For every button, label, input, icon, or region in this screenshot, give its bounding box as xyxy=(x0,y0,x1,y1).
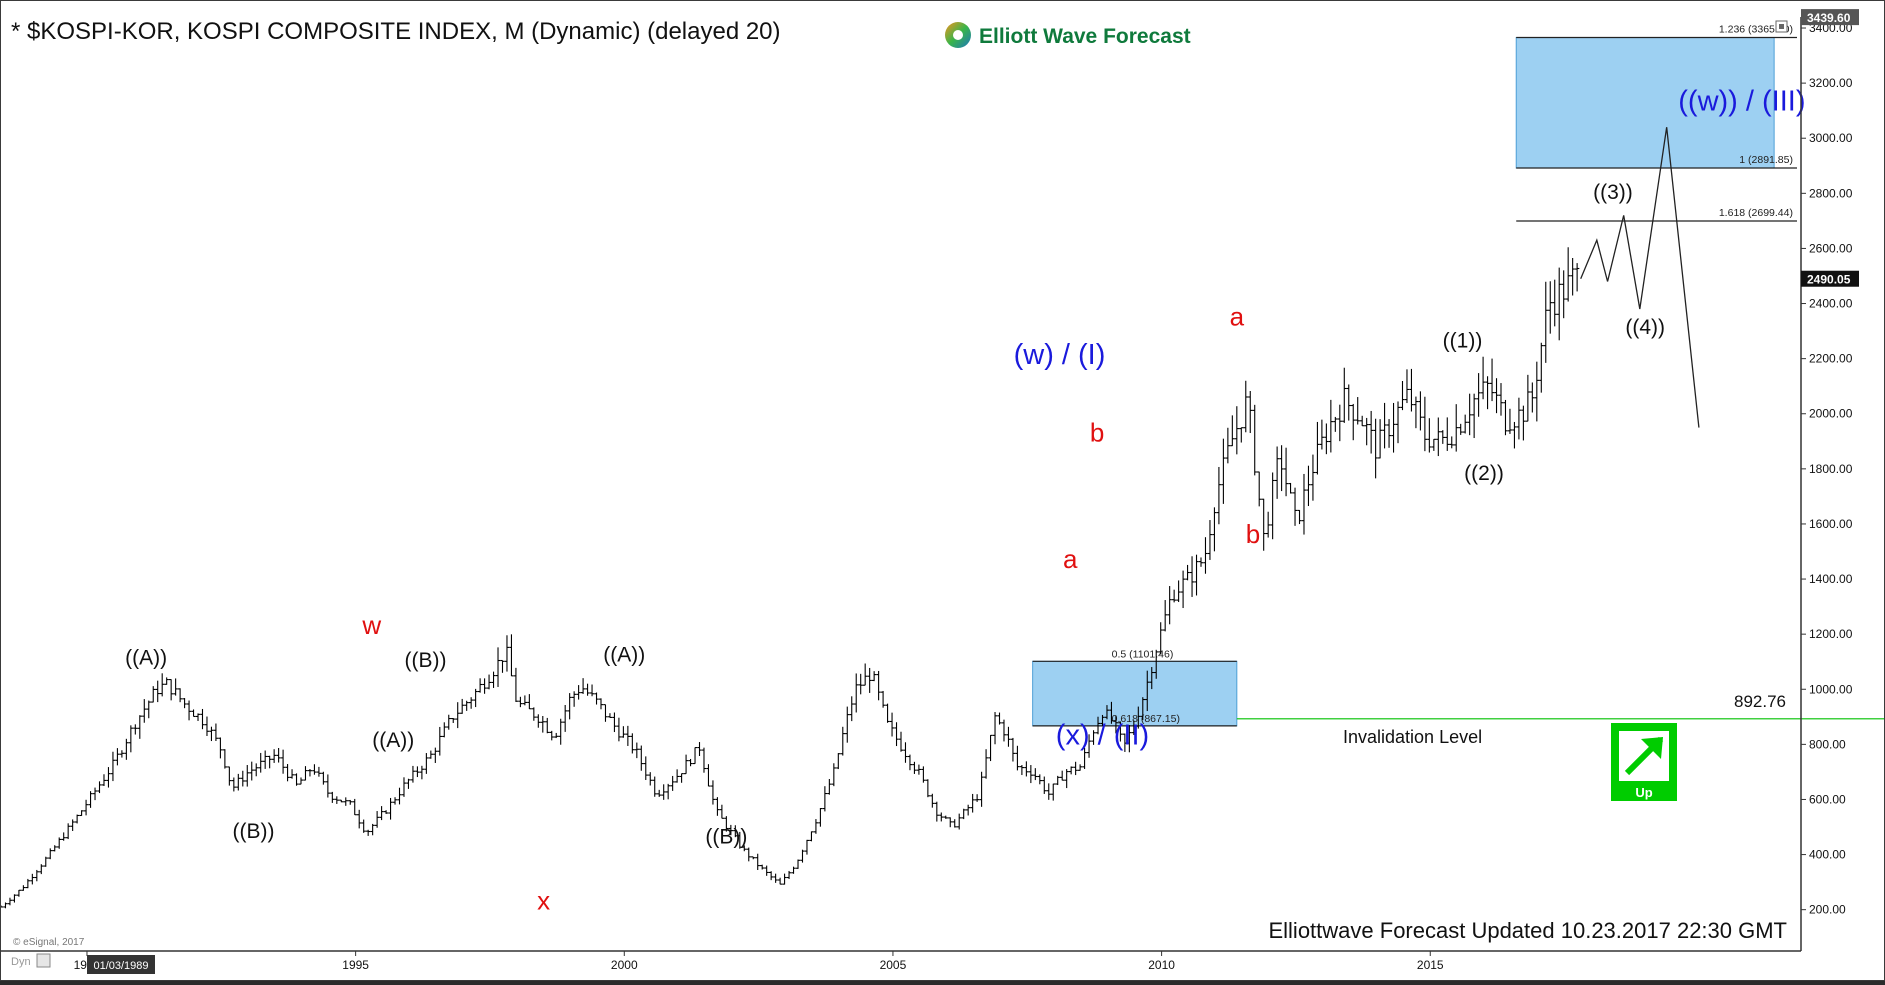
y-tick-label: 2200.00 xyxy=(1809,352,1853,366)
up-badge: Up xyxy=(1611,723,1677,801)
brand-name: Elliott Wave Forecast xyxy=(979,25,1191,48)
y-tick-label: 1000.00 xyxy=(1809,682,1853,696)
date-cursor: 01/03/1989 xyxy=(87,955,155,974)
y-tick-label: 3000.00 xyxy=(1809,131,1853,145)
wave-label: a xyxy=(1063,544,1078,574)
invalidation-label: Invalidation Level xyxy=(1343,727,1482,747)
x-tick-label: 2015 xyxy=(1417,958,1444,972)
window-controls[interactable] xyxy=(1775,20,1788,33)
wave-labels: ((A)) ((B)) w ((B)) ((A)) x ((A)) ((B)) (w) / (I… xyxy=(125,86,1805,916)
wave-label: x xyxy=(537,886,550,916)
invalidation-value: 892.76 xyxy=(1734,692,1786,711)
chart-title: * $KOSPI-KOR, KOSPI COMPOSITE INDEX, M (… xyxy=(11,18,781,45)
x-tick-label: 2000 xyxy=(611,958,638,972)
wave-label: ((1)) xyxy=(1443,330,1483,353)
wave-label: ((w)) / (III) xyxy=(1678,86,1805,118)
dyn-toggle[interactable] xyxy=(36,953,51,968)
fib-label: 1.618 (2699.44) xyxy=(1719,207,1793,219)
fib-label: 0.618 (867.15) xyxy=(1112,713,1180,725)
y-tick-label: 400.00 xyxy=(1809,848,1846,862)
wave-label: (x) / (II) xyxy=(1056,719,1149,751)
y-tick-label: 600.00 xyxy=(1809,792,1846,806)
wave-label: ((A)) xyxy=(125,646,167,669)
wave-label: (w) / (I) xyxy=(1014,339,1106,371)
x-tick-label: 1995 xyxy=(342,958,369,972)
wave-label: ((B)) xyxy=(705,826,747,849)
up-arrow-head-icon xyxy=(1641,737,1663,759)
y-tick-label: 3200.00 xyxy=(1809,76,1853,90)
wave-label: ((4)) xyxy=(1625,316,1665,339)
wave-label: b xyxy=(1246,519,1260,549)
x-tick-label: 2005 xyxy=(880,958,907,972)
wave-label: ((A)) xyxy=(372,729,414,752)
update-stamp: Elliottwave Forecast Updated 10.23.2017 … xyxy=(1268,918,1787,943)
date-cursor-box xyxy=(87,955,155,974)
date-cursor-text: 01/03/1989 xyxy=(93,960,148,972)
price-axis: 200.00 400.00 600.00 800.00 1000.00 1200.00 14… xyxy=(1801,9,1859,917)
price-tag-label: 3439.60 xyxy=(1807,11,1851,25)
logo-icon-center xyxy=(953,30,963,40)
target-zone-1 xyxy=(1515,37,1775,169)
price-bars xyxy=(0,247,1580,909)
y-tick-label: 2800.00 xyxy=(1809,186,1853,200)
y-tick-label: 2000.00 xyxy=(1809,407,1853,421)
esignal-copyright: © eSignal, 2017 xyxy=(13,937,85,948)
wave-label: b xyxy=(1090,417,1104,447)
fib-label: 0.5 (1101.46) xyxy=(1112,648,1174,660)
dyn-control[interactable]: Dyn xyxy=(11,953,51,968)
price-tag-box xyxy=(1801,270,1859,287)
restore-icon-inner xyxy=(1779,24,1784,29)
y-tick-label: 1800.00 xyxy=(1809,462,1853,476)
wave-label: ((2)) xyxy=(1464,462,1504,485)
wave-label: ((3)) xyxy=(1593,181,1633,204)
y-tick-label: 2600.00 xyxy=(1809,241,1853,255)
x-tick-label: 2010 xyxy=(1148,958,1175,972)
fib-label: 1 (2891.85) xyxy=(1739,154,1793,166)
price-tag-label: 2490.05 xyxy=(1807,273,1851,287)
dyn-label: Dyn xyxy=(11,956,31,968)
brand-logo: Elliott Wave Forecast xyxy=(945,22,1191,48)
projection-line xyxy=(1580,127,1700,428)
y-tick-label: 800.00 xyxy=(1809,737,1846,751)
wave-label: a xyxy=(1230,302,1245,332)
fib-label: 1.236 (3365.50) xyxy=(1719,24,1793,36)
y-tick-label: 200.00 xyxy=(1809,903,1846,917)
up-badge-label: Up xyxy=(1635,785,1652,800)
target-zones xyxy=(1032,37,1775,727)
y-tick-label: 1600.00 xyxy=(1809,517,1853,531)
price-tag-box xyxy=(1801,9,1859,26)
wave-label: ((B)) xyxy=(404,649,446,672)
y-tick-label: 1200.00 xyxy=(1809,627,1853,641)
y-tick-label: 2400.00 xyxy=(1809,297,1853,311)
y-tick-label: 1400.00 xyxy=(1809,572,1853,586)
wave-label: ((A)) xyxy=(603,644,645,667)
wave-label: ((B)) xyxy=(233,820,275,843)
projection-path xyxy=(1580,127,1700,428)
wave-label: w xyxy=(361,610,381,640)
